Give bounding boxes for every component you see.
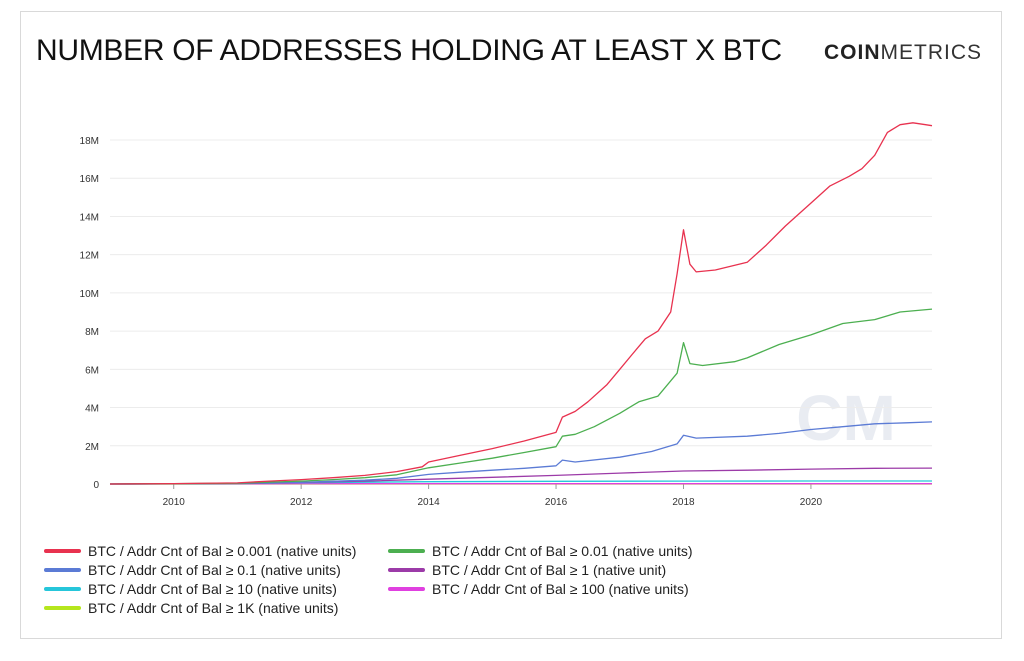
brand-logo: COINMETRICS [824, 41, 982, 65]
watermark-text: CM [796, 382, 896, 454]
y-tick-label: 18M [80, 136, 99, 147]
y-tick-label: 14M [80, 212, 99, 223]
y-tick-label: 12M [80, 251, 99, 262]
legend-label: BTC / Addr Cnt of Bal ≥ 0.01 (native uni… [432, 543, 693, 559]
series-line-0 [109, 122, 933, 485]
x-tick-label: 2014 [417, 497, 440, 508]
watermark-layer: CM [796, 382, 896, 454]
axis-layer: 0 2M 4M 6M 8M 10M 12M 14M 16M 18M 2010 2012 2014 2016… [80, 136, 823, 508]
chart-title: NUMBER OF ADDRESSES HOLDING AT LEAST X B… [36, 34, 782, 67]
legend-item[interactable]: BTC / Addr Cnt of Bal ≥ 0.001 (native un… [44, 543, 356, 559]
legend-item[interactable]: BTC / Addr Cnt of Bal ≥ 0.01 (native uni… [388, 543, 693, 559]
legend-swatch [388, 568, 425, 572]
x-tick-label: 2020 [800, 497, 823, 508]
legend-label: BTC / Addr Cnt of Bal ≥ 100 (native unit… [432, 581, 689, 597]
legend-label: BTC / Addr Cnt of Bal ≥ 0.1 (native unit… [88, 562, 341, 578]
y-tick-label: 16M [80, 174, 99, 185]
series-line-1 [109, 308, 933, 485]
series-line-2 [109, 421, 933, 485]
x-tick-label: 2012 [290, 497, 313, 508]
legend-swatch [388, 587, 425, 591]
legend-swatch [388, 549, 425, 553]
y-tick-label: 2M [85, 442, 99, 453]
legend-swatch [44, 549, 81, 553]
series-layer [109, 122, 933, 485]
x-tick-label: 2010 [163, 497, 186, 508]
legend-item[interactable]: BTC / Addr Cnt of Bal ≥ 0.1 (native unit… [44, 562, 341, 578]
y-tick-label: 10M [80, 289, 99, 300]
y-tick-label: 6M [85, 365, 99, 376]
legend-item[interactable]: BTC / Addr Cnt of Bal ≥ 10 (native units… [44, 581, 337, 597]
brand-logo-light: METRICS [880, 41, 982, 64]
legend-item[interactable]: BTC / Addr Cnt of Bal ≥ 100 (native unit… [388, 581, 689, 597]
x-tick-label: 2016 [545, 497, 568, 508]
x-tick-label: 2018 [672, 497, 695, 508]
legend-label: BTC / Addr Cnt of Bal ≥ 0.001 (native un… [88, 543, 357, 559]
brand-logo-bold: COIN [824, 41, 881, 64]
legend-label: BTC / Addr Cnt of Bal ≥ 1K (native units… [88, 600, 339, 616]
legend-label: BTC / Addr Cnt of Bal ≥ 1 (native unit) [432, 562, 667, 578]
legend-item[interactable]: BTC / Addr Cnt of Bal ≥ 1K (native units… [44, 600, 338, 616]
legend-swatch [44, 606, 81, 610]
legend-swatch [44, 587, 81, 591]
legend-swatch [44, 568, 81, 572]
y-tick-label: 8M [85, 327, 99, 338]
y-tick-label: 4M [85, 404, 99, 415]
y-tick-label: 0 [93, 480, 99, 491]
legend-label: BTC / Addr Cnt of Bal ≥ 10 (native units… [88, 581, 337, 597]
legend-item[interactable]: BTC / Addr Cnt of Bal ≥ 1 (native unit) [388, 562, 666, 578]
